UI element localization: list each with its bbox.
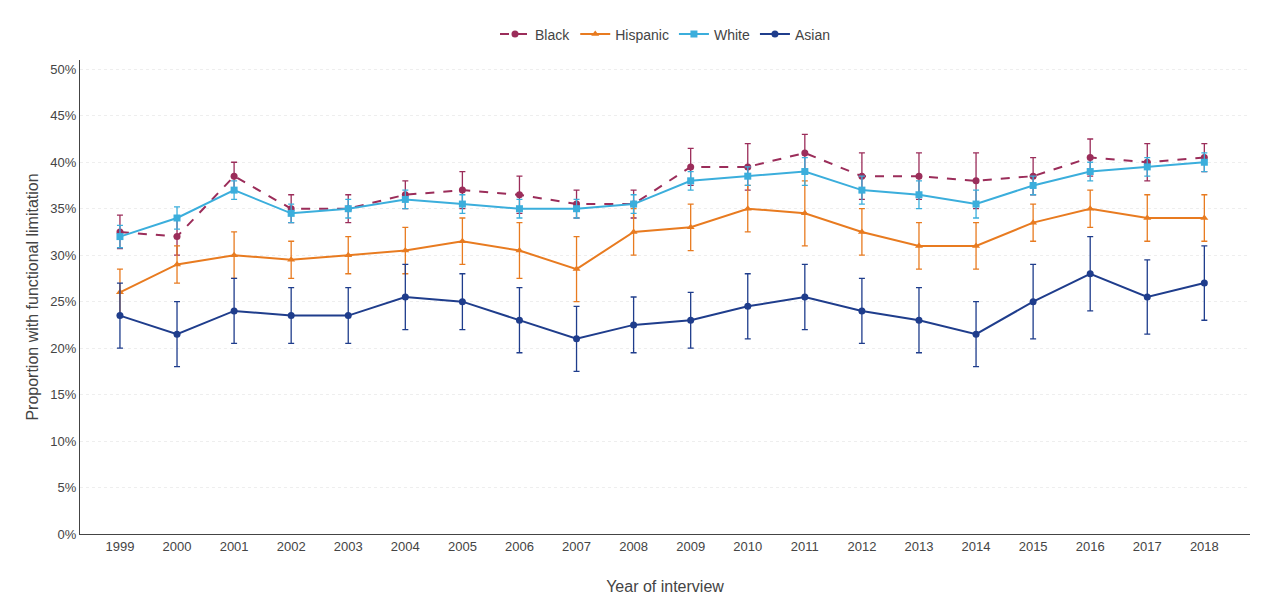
svg-text:Proportion with functional lim: Proportion with functional limitation — [24, 173, 41, 420]
svg-text:Hispanic: Hispanic — [615, 27, 669, 43]
svg-text:White: White — [714, 27, 750, 43]
svg-text:2016: 2016 — [1076, 539, 1105, 554]
svg-text:35%: 35% — [50, 201, 76, 216]
svg-text:1999: 1999 — [105, 539, 134, 554]
svg-text:2009: 2009 — [676, 539, 705, 554]
svg-text:2008: 2008 — [619, 539, 648, 554]
svg-text:2014: 2014 — [962, 539, 991, 554]
svg-text:20%: 20% — [50, 341, 76, 356]
svg-text:5%: 5% — [58, 480, 77, 495]
svg-text:2017: 2017 — [1133, 539, 1162, 554]
svg-text:0%: 0% — [58, 527, 77, 542]
svg-text:2015: 2015 — [1019, 539, 1048, 554]
svg-text:2012: 2012 — [847, 539, 876, 554]
svg-text:2001: 2001 — [220, 539, 249, 554]
svg-text:10%: 10% — [50, 434, 76, 449]
svg-text:45%: 45% — [50, 108, 76, 123]
svg-text:25%: 25% — [50, 294, 76, 309]
svg-text:2013: 2013 — [905, 539, 934, 554]
svg-text:2004: 2004 — [391, 539, 420, 554]
svg-text:2011: 2011 — [791, 539, 819, 554]
svg-text:50%: 50% — [50, 62, 76, 77]
svg-text:Black: Black — [535, 27, 570, 43]
svg-text:2007: 2007 — [562, 539, 591, 554]
svg-text:30%: 30% — [50, 248, 76, 263]
svg-text:2000: 2000 — [163, 539, 192, 554]
svg-text:2018: 2018 — [1190, 539, 1219, 554]
svg-text:2010: 2010 — [733, 539, 762, 554]
svg-text:2002: 2002 — [277, 539, 306, 554]
svg-text:2006: 2006 — [505, 539, 534, 554]
svg-text:40%: 40% — [50, 155, 76, 170]
svg-text:Year of interview: Year of interview — [606, 578, 724, 595]
svg-text:2005: 2005 — [448, 539, 477, 554]
svg-text:15%: 15% — [50, 387, 76, 402]
svg-text:Asian: Asian — [795, 27, 830, 43]
svg-text:2003: 2003 — [334, 539, 363, 554]
